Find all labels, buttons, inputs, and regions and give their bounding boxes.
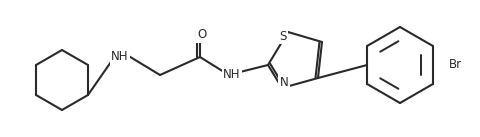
Text: O: O bbox=[197, 28, 206, 42]
Text: NH: NH bbox=[111, 51, 129, 64]
Text: NH: NH bbox=[223, 68, 240, 82]
Text: N: N bbox=[279, 76, 288, 89]
Text: Br: Br bbox=[447, 58, 461, 72]
Text: S: S bbox=[279, 29, 286, 42]
